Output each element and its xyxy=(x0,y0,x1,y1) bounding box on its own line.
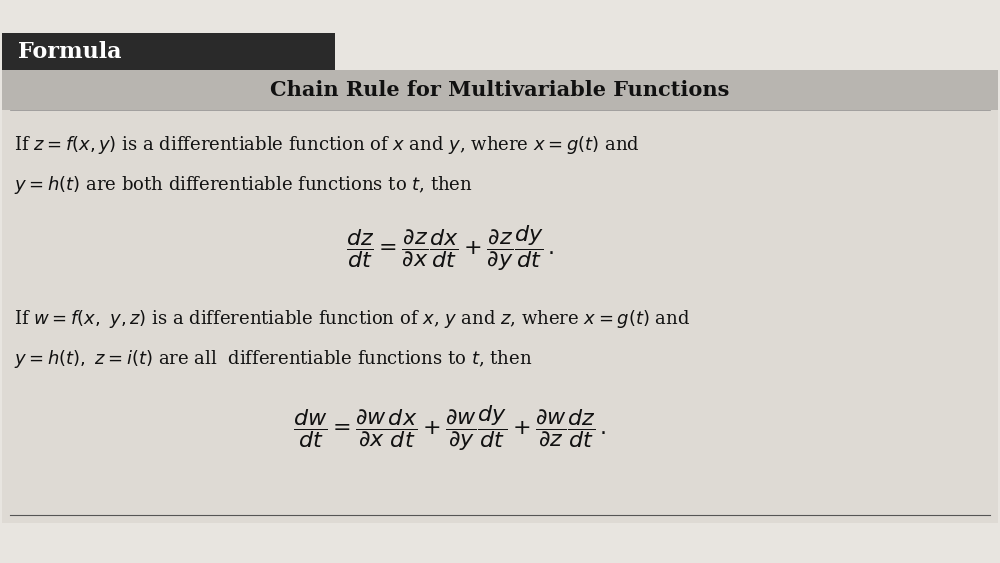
Bar xyxy=(2,70,998,110)
Text: Formula: Formula xyxy=(18,41,122,62)
Text: $y = h(t),\ z = i(t)$ are all  differentiable functions to $t$, then: $y = h(t),\ z = i(t)$ are all differenti… xyxy=(14,348,532,370)
Text: If $z = f(x, y)$ is a differentiable function of $x$ and $y$, where $x = g(t)$ a: If $z = f(x, y)$ is a differentiable fun… xyxy=(14,134,640,156)
Text: If $w= f(x,\ y,z)$ is a differentiable function of $x$, $y$ and $z$, where $x = : If $w= f(x,\ y,z)$ is a differentiable f… xyxy=(14,308,690,330)
Bar xyxy=(2,33,335,70)
Text: Chain Rule for Multivariable Functions: Chain Rule for Multivariable Functions xyxy=(270,80,730,100)
Text: $\dfrac{dw}{dt} = \dfrac{\partial w}{\partial x}\dfrac{dx}{dt} + \dfrac{\partial: $\dfrac{dw}{dt} = \dfrac{\partial w}{\pa… xyxy=(293,403,607,453)
Text: $\dfrac{dz}{dt} = \dfrac{\partial z}{\partial x}\dfrac{dx}{dt} + \dfrac{\partial: $\dfrac{dz}{dt} = \dfrac{\partial z}{\pa… xyxy=(346,223,554,273)
Text: $y = h(t)$ are both differentiable functions to $t$, then: $y = h(t)$ are both differentiable funct… xyxy=(14,174,473,196)
Bar xyxy=(2,110,998,523)
